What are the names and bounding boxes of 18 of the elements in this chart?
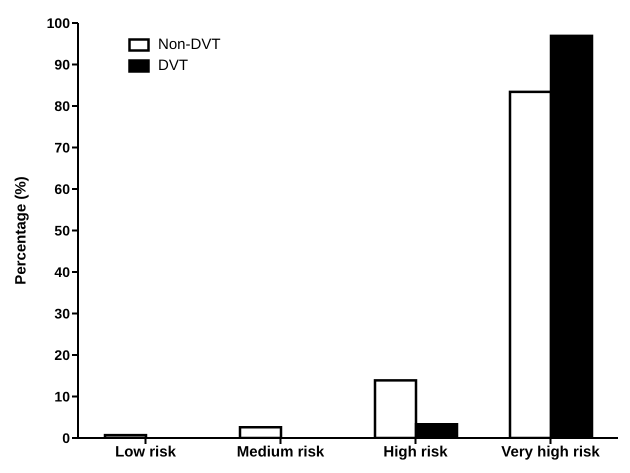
y-axis-title: Percentage (%) [12, 176, 30, 285]
legend-label: DVT [158, 57, 188, 74]
y-tick-label: 0 [62, 430, 70, 446]
y-tick-label: 80 [54, 98, 70, 114]
y-tick-label: 20 [54, 346, 70, 363]
y-tick-label: 30 [54, 305, 70, 322]
y-tick-label: 10 [54, 388, 70, 404]
y-tick-label: 70 [54, 139, 70, 156]
y-tick-label: 60 [54, 180, 70, 197]
y-tick-label: 100 [46, 14, 70, 31]
x-tick-label: Medium risk [236, 444, 325, 461]
x-tick-label: Very high risk [501, 444, 600, 461]
x-tick-label: High risk [383, 444, 448, 461]
y-tick-label: 50 [54, 222, 70, 238]
legend-label: Non-DVT [158, 36, 221, 53]
y-tick-label: 90 [54, 56, 70, 72]
x-tick-label: Low risk [115, 444, 177, 461]
y-tick-label: 40 [54, 264, 70, 280]
